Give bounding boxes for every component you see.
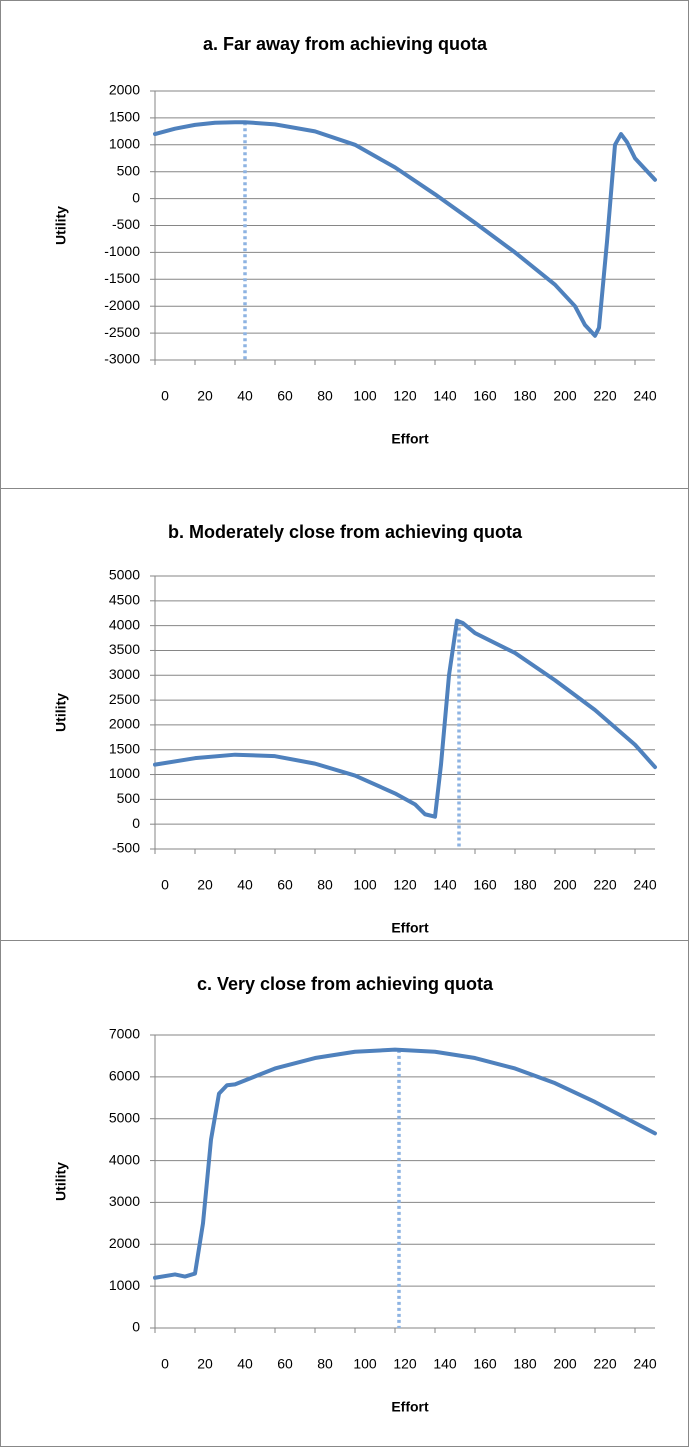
- x-tick-label: 220: [593, 1356, 617, 1372]
- x-tick-label: 40: [237, 388, 253, 404]
- y-tick-label: -1500: [104, 270, 140, 286]
- x-tick-label: 180: [513, 877, 537, 893]
- y-tick-label: 500: [117, 162, 141, 178]
- x-tick-label: 20: [197, 877, 213, 893]
- x-tick-label: 120: [393, 1356, 417, 1372]
- x-tick-label: 100: [353, 388, 377, 404]
- x-tick-label: 240: [633, 877, 657, 893]
- y-tick-label: 7000: [109, 1026, 140, 1042]
- x-tick-label: 240: [633, 1356, 657, 1372]
- x-tick-label: 80: [317, 388, 333, 404]
- x-tick-label: 240: [633, 388, 657, 404]
- x-tick-label: 80: [317, 1356, 333, 1372]
- x-tick-label: 180: [513, 1356, 537, 1372]
- chart-title: a. Far away from achieving quota: [203, 34, 488, 54]
- x-tick-label: 80: [317, 877, 333, 893]
- x-tick-label: 160: [473, 1356, 497, 1372]
- x-axis-title: Effort: [391, 1399, 429, 1415]
- x-tick-label: 200: [553, 1356, 577, 1372]
- y-tick-label: 2000: [109, 82, 140, 98]
- y-tick-label: 5000: [109, 567, 140, 583]
- chart-panel: a. Far away from achieving quota Utility E…: [53, 34, 657, 447]
- y-tick-label: 2000: [109, 716, 140, 732]
- x-axis-title: Effort: [391, 920, 429, 936]
- y-tick-label: -500: [112, 216, 140, 232]
- x-tick-label: 120: [393, 388, 417, 404]
- y-tick-label: 1000: [109, 765, 140, 781]
- y-tick-label: 3500: [109, 641, 140, 657]
- y-tick-label: 1500: [109, 740, 140, 756]
- x-tick-label: 60: [277, 877, 293, 893]
- y-tick-label: -2000: [104, 297, 140, 313]
- y-axis-title: Utility: [53, 206, 69, 245]
- x-tick-label: 160: [473, 388, 497, 404]
- y-tick-label: -500: [112, 840, 140, 856]
- x-tick-label: 120: [393, 877, 417, 893]
- y-tick-label: 2500: [109, 691, 140, 707]
- chart-panel: c. Very close from achieving quota Utilit…: [53, 974, 657, 1415]
- x-tick-label: 0: [161, 388, 169, 404]
- y-tick-label: 3000: [109, 666, 140, 682]
- x-tick-label: 100: [353, 1356, 377, 1372]
- x-tick-label: 140: [433, 1356, 457, 1372]
- y-tick-label: 4000: [109, 1151, 140, 1167]
- x-tick-label: 160: [473, 877, 497, 893]
- y-tick-label: -3000: [104, 351, 140, 367]
- y-tick-label: -2500: [104, 324, 140, 340]
- y-tick-label: 6000: [109, 1068, 140, 1084]
- x-tick-label: 200: [553, 388, 577, 404]
- x-tick-label: 140: [433, 388, 457, 404]
- chart-panel: b. Moderately close from achieving quota…: [53, 522, 657, 936]
- y-tick-label: 1000: [109, 1277, 140, 1293]
- y-tick-label: 4000: [109, 616, 140, 632]
- x-tick-label: 140: [433, 877, 457, 893]
- x-tick-label: 180: [513, 388, 537, 404]
- x-tick-label: 60: [277, 388, 293, 404]
- panel-border: [0, 940, 689, 1447]
- y-axis-title: Utility: [53, 1162, 69, 1201]
- chart-title: c. Very close from achieving quota: [197, 974, 494, 994]
- y-tick-label: -1000: [104, 243, 140, 259]
- y-tick-label: 500: [117, 790, 141, 806]
- y-tick-label: 0: [132, 189, 140, 205]
- data-line: [153, 1047, 657, 1280]
- x-tick-label: 220: [593, 388, 617, 404]
- x-tick-label: 40: [237, 877, 253, 893]
- x-tick-label: 0: [161, 877, 169, 893]
- x-tick-label: 100: [353, 877, 377, 893]
- y-tick-label: 0: [132, 1319, 140, 1335]
- y-tick-label: 4500: [109, 592, 140, 608]
- x-tick-label: 20: [197, 388, 213, 404]
- x-tick-label: 40: [237, 1356, 253, 1372]
- y-tick-label: 1000: [109, 136, 140, 152]
- x-tick-label: 0: [161, 1356, 169, 1372]
- data-line: [153, 618, 657, 819]
- y-tick-label: 3000: [109, 1193, 140, 1209]
- x-tick-label: 220: [593, 877, 617, 893]
- y-axis-title: Utility: [53, 693, 69, 732]
- panel-border: [0, 488, 689, 941]
- x-axis-title: Effort: [391, 431, 429, 447]
- y-tick-label: 1500: [109, 109, 140, 125]
- x-tick-label: 60: [277, 1356, 293, 1372]
- y-tick-label: 2000: [109, 1235, 140, 1251]
- x-tick-label: 200: [553, 877, 577, 893]
- y-tick-label: 0: [132, 815, 140, 831]
- chart-title: b. Moderately close from achieving quota: [168, 522, 523, 542]
- x-tick-label: 20: [197, 1356, 213, 1372]
- data-line: [153, 120, 657, 338]
- y-tick-label: 5000: [109, 1109, 140, 1125]
